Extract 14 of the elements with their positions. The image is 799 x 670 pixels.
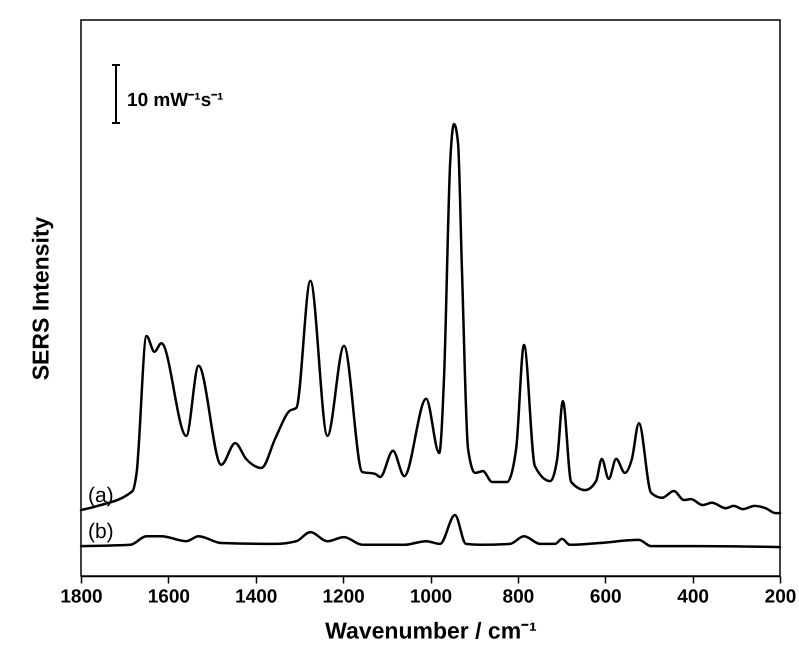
x-tick-label: 1200 [322, 586, 365, 608]
series-label: (a) [88, 484, 114, 508]
x-tick-label: 1400 [235, 586, 278, 608]
x-axis-title: Wavenumber / cm⁻¹ [325, 618, 537, 644]
text: 10 mW⁻¹s⁻¹ [127, 90, 224, 111]
x-tick-label: 1800 [60, 586, 103, 608]
x-tick-label: 1600 [148, 586, 190, 608]
y-axis-title: SERS Intensity [28, 216, 54, 380]
x-tick-label: 800 [502, 586, 534, 608]
x-tick-label: 1000 [410, 586, 452, 608]
x-tick-label: 600 [590, 586, 622, 608]
x-tick-label: 200 [764, 586, 796, 608]
x-tick-label: 400 [677, 586, 709, 608]
series-label: (b) [88, 520, 114, 544]
